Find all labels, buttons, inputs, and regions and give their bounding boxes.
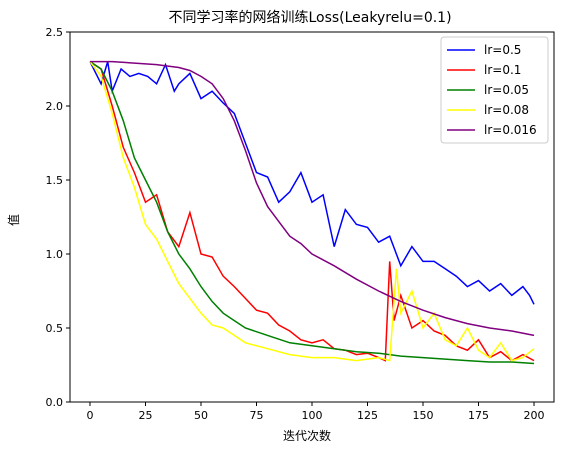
series-line-2 [89,60,535,365]
legend: lr=0.5 lr=0.1 lr=0.05 lr=0.08 lr=0.016 [440,36,549,144]
y-tick-label: 0.0 [46,396,64,409]
x-axis-label: 迭代次数 [283,428,331,443]
y-tick-label: 1.5 [46,174,64,187]
y-axis-label: 值 [6,214,21,226]
series-line-3 [89,61,535,362]
series-line-4 [90,60,535,337]
x-tick-label: 150 [413,409,434,422]
legend-box [440,36,549,144]
x-tick-label: 75 [249,409,263,422]
chart-title: 不同学习率的网络训练Loss(Leakyrelu=0.1) [168,9,451,26]
y-tick-label: 2.5 [46,26,64,39]
legend-label: lr=0.5 [484,43,521,57]
x-tick-label: 175 [468,409,489,422]
series-line-0 [89,61,535,305]
y-tick-label: 0.5 [46,322,64,335]
legend-label: lr=0.05 [484,83,529,97]
x-tick-label: 200 [524,409,545,422]
x-tick-label: 125 [357,409,378,422]
y-tick-label: 2.0 [46,100,64,113]
y-tick-label: 1.0 [46,248,64,261]
x-tick-label: 100 [302,409,323,422]
x-tick-label: 25 [138,409,152,422]
legend-label: lr=0.08 [484,103,529,117]
legend-label: lr=0.016 [484,123,537,137]
plot-area [89,60,535,365]
x-axis: 0 25 50 75 100 125 150 175 200 [86,402,545,422]
x-tick-label: 50 [194,409,208,422]
legend-label: lr=0.1 [484,63,521,77]
y-axis: 0.0 0.5 1.0 1.5 2.0 2.5 [46,26,70,409]
x-tick-label: 0 [86,409,93,422]
